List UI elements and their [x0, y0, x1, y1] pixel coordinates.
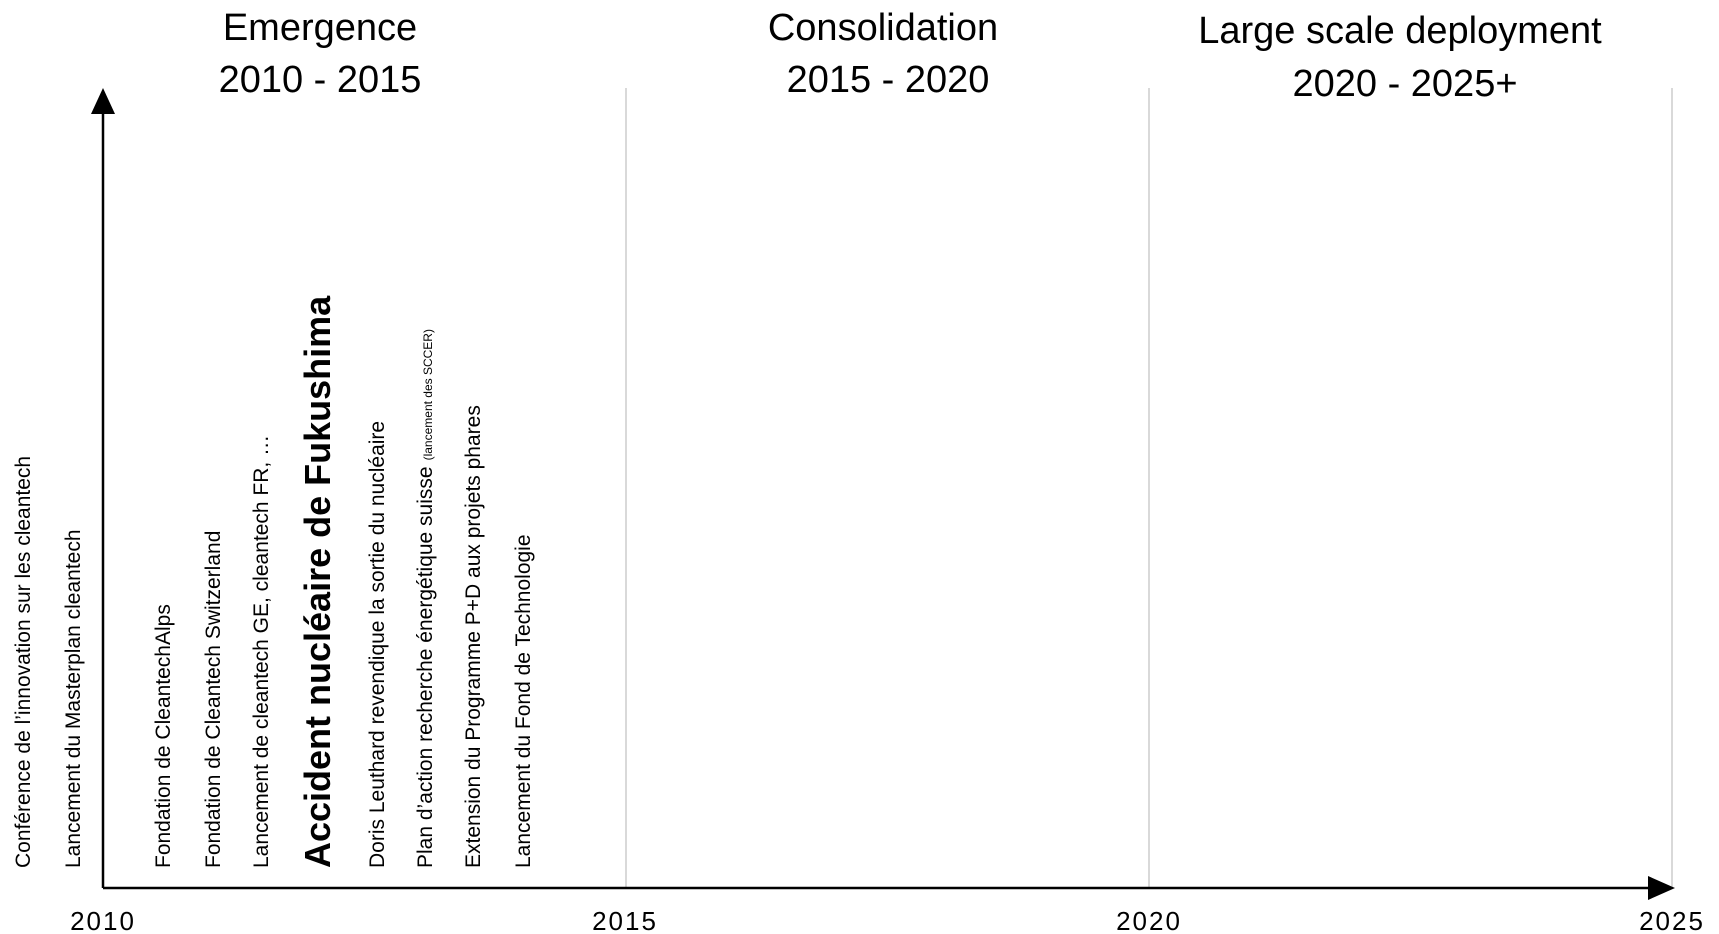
event-leuthard-sortie-nucleaire: Doris Leuthard revendique la sortie du n…	[366, 421, 389, 868]
event-fondation-cleantechalps: Fondation de CleantechAlps	[152, 604, 175, 868]
year-label-2025: 2025	[1639, 906, 1705, 934]
event-fond-technologie: Lancement du Fond de Technologie	[512, 534, 535, 868]
phase-title: Consolidation	[768, 7, 998, 49]
phase-period: 2020 - 2025+	[1292, 63, 1517, 105]
phase-large-scale-deployment: Large scale deployment 2020 - 2025+	[1198, 10, 1602, 105]
event-plan-action-note: (lancement des SCCER)	[421, 329, 435, 460]
year-label-2015: 2015	[592, 906, 658, 934]
event-plan-action-recherche: Plan d’action recherche énergétique suis…	[414, 329, 437, 868]
event-masterplan-cleantech: Lancement du Masterplan cleantech	[62, 529, 85, 868]
event-extension-programme-pd: Extension du Programme P+D aux projets p…	[462, 405, 485, 868]
event-fondation-cleantech-switzerland: Fondation de Cleantech Switzerland	[202, 531, 225, 868]
event-conference-innovation: Conférence de l’innovation sur les clean…	[12, 456, 35, 868]
phase-period: 2010 - 2015	[219, 59, 422, 101]
x-axis-arrow	[1648, 876, 1675, 900]
phase-period: 2015 - 2020	[787, 59, 990, 101]
phase-title: Large scale deployment	[1198, 10, 1602, 52]
phase-emergence: Emergence 2010 - 2015	[219, 7, 422, 101]
year-label-2020: 2020	[1116, 906, 1182, 934]
event-lancement-cleantech-ge-fr: Lancement de cleantech GE, cleantech FR,…	[250, 435, 273, 868]
event-accident-fukushima: Accident nucléaire de Fukushima	[297, 295, 338, 868]
y-axis-arrow	[91, 88, 115, 114]
event-plan-action-label: Plan d’action recherche énergétique suis…	[414, 466, 437, 868]
phase-consolidation: Consolidation 2015 - 2020	[768, 7, 998, 101]
year-label-2010: 2010	[70, 906, 136, 934]
phase-title: Emergence	[223, 7, 417, 49]
